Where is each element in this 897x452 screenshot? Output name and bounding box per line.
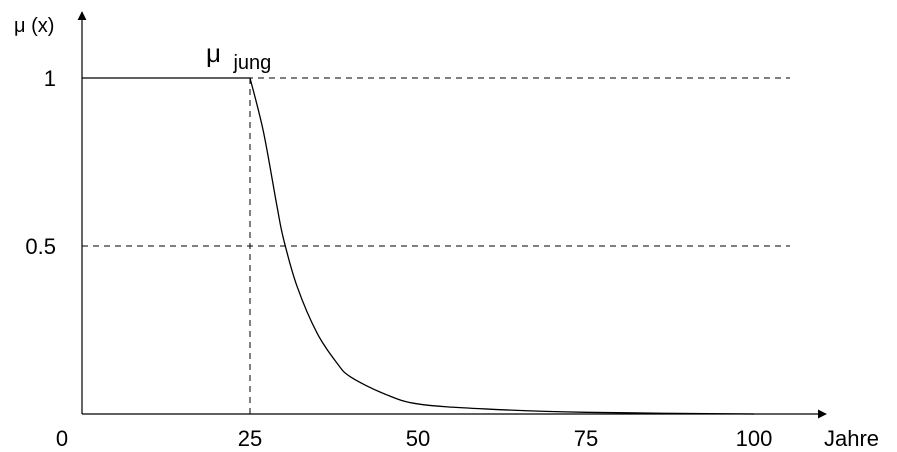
y-tick-label-1: 1: [44, 66, 56, 91]
y-tick-label-0_5: 0.5: [25, 234, 56, 259]
reference-lines: [82, 77, 790, 414]
y-axis-label: μ (x): [14, 15, 54, 37]
x-tick-labels: 0 25 50 75 100: [56, 426, 772, 451]
x-tick-label-25: 25: [238, 426, 262, 451]
y-tick-labels: 10.5: [25, 66, 56, 259]
x-tick-label-50: 50: [406, 426, 430, 451]
x-tick-label-75: 75: [574, 426, 598, 451]
series-label-symbol: μ: [206, 38, 221, 68]
x-axis-label: Jahre: [824, 426, 879, 451]
series-line-0: [82, 77, 755, 415]
series-group: [82, 77, 755, 415]
x-tick-label-0: 0: [56, 426, 68, 451]
x-tick-label-100: 100: [736, 426, 773, 451]
series-label-subscript: jung: [232, 52, 271, 74]
series-label-mu-jung: μ jung: [206, 38, 271, 74]
